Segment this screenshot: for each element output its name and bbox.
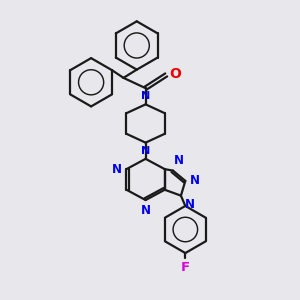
Text: N: N bbox=[141, 205, 151, 218]
Text: N: N bbox=[185, 198, 195, 211]
Text: N: N bbox=[190, 174, 200, 187]
Text: F: F bbox=[181, 261, 190, 274]
Text: N: N bbox=[141, 91, 150, 101]
Text: O: O bbox=[170, 67, 182, 81]
Text: N: N bbox=[174, 154, 184, 167]
Text: N: N bbox=[141, 146, 150, 156]
Text: N: N bbox=[112, 163, 122, 176]
